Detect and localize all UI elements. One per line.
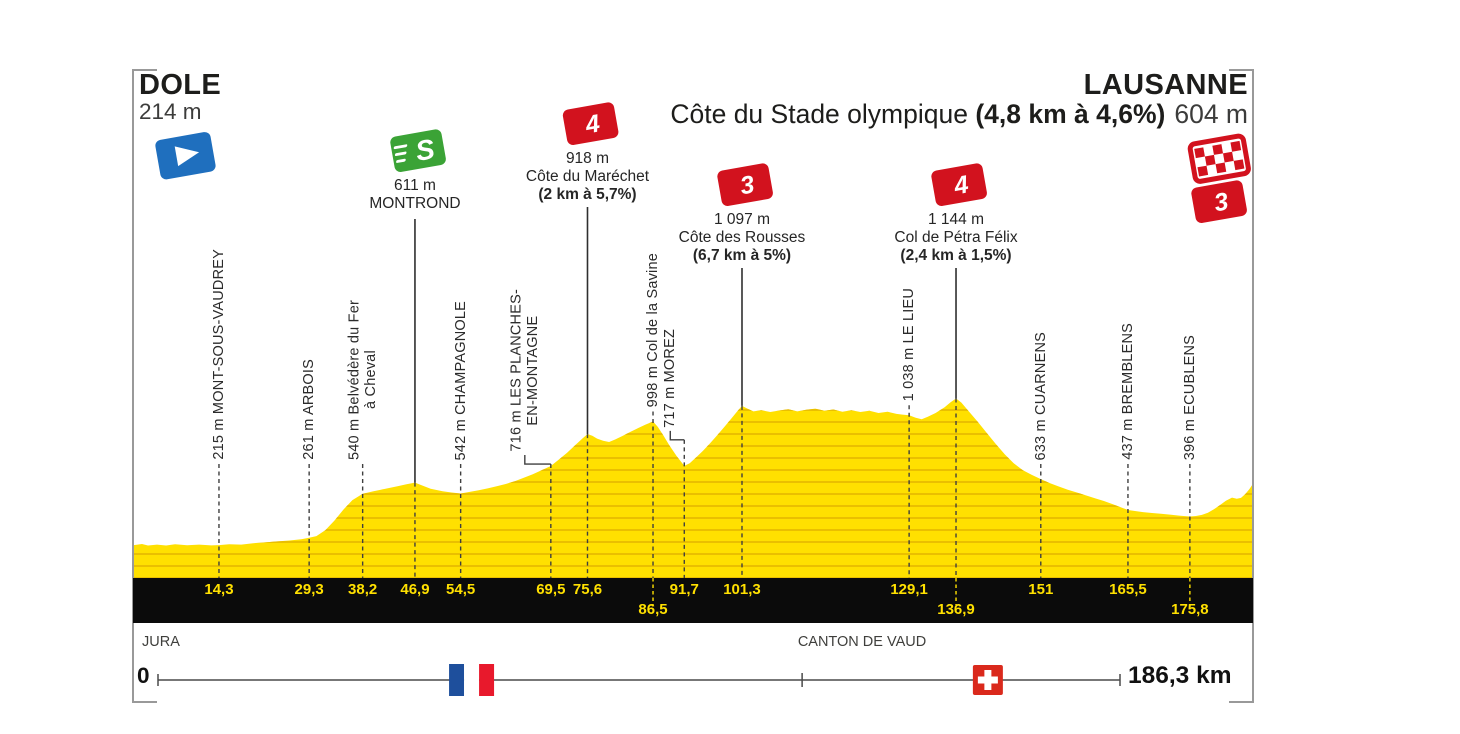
scale-start-label: 0 bbox=[137, 663, 150, 688]
climb-label-block: 1 144 m Col de Pétra Félix (2,4 km à 1,5%) bbox=[894, 211, 1017, 265]
start-city-name: DOLE bbox=[139, 69, 222, 101]
town-label-text: 716 m LES PLANCHES- bbox=[508, 289, 525, 453]
climb-elevation: 1 144 m bbox=[928, 211, 985, 228]
town-label: 540 m Belvédère du Fer à Cheval bbox=[346, 300, 379, 460]
town-label-text-2: à Cheval bbox=[362, 350, 379, 410]
town-label: 261 m ARBOIS bbox=[301, 359, 318, 460]
town-label-text: 633 m CUARNENS bbox=[1032, 331, 1049, 461]
town-label-text: 542 m CHAMPAGNOLE bbox=[452, 300, 469, 460]
km-marker-label: 75,6 bbox=[572, 581, 603, 598]
km-marker-label: 101,3 bbox=[723, 581, 761, 598]
climb-elevation: 1 097 m bbox=[713, 211, 770, 228]
climb-stats: (2 km à 5,7%) bbox=[538, 186, 637, 203]
svg-text:3: 3 bbox=[1212, 187, 1231, 217]
town-label: 998 m Col de la Savine bbox=[645, 253, 662, 407]
category-3-flag: 3 bbox=[717, 163, 773, 207]
title-climb-stats: (4,8 km à 4,6%) bbox=[975, 99, 1166, 129]
km-marker-label: 14,3 bbox=[204, 581, 234, 598]
elevation-profile bbox=[133, 398, 1253, 580]
title-climb: Côte du Stade olympique (4,8 km à 4,6%) 6… bbox=[670, 99, 1248, 130]
climb-stats: (2,4 km à 1,5%) bbox=[900, 247, 1012, 264]
climb-name: Côte des Rousses bbox=[678, 229, 806, 246]
km-marker-label: 136,9 bbox=[937, 601, 975, 618]
town-label: 1 038 m LE LIEU bbox=[901, 288, 918, 401]
town-label-text: 215 m MONT-SOUS-VAUDREY bbox=[210, 249, 227, 460]
climb-elevation: 918 m bbox=[565, 150, 610, 167]
climb-name: Col de Pétra Félix bbox=[894, 229, 1018, 246]
town-label-text: 261 m ARBOIS bbox=[300, 359, 317, 460]
km-marker-label: 175,8 bbox=[1171, 601, 1209, 618]
km-marker-label: 46,9 bbox=[400, 581, 430, 598]
km-bar bbox=[133, 578, 1253, 623]
climb-label-block: 918 m Côte du Maréchet (2 km à 5,7%) bbox=[526, 150, 649, 204]
switzerland-flag-icon bbox=[972, 665, 1003, 695]
km-marker-label: 165,5 bbox=[1109, 581, 1147, 598]
km-marker-label: 29,3 bbox=[294, 581, 324, 598]
town-label: 437 m BREMBLENS bbox=[1120, 323, 1137, 460]
town-label-text-2: EN-MONTAGNE bbox=[524, 315, 541, 426]
km-marker-label: 86,5 bbox=[638, 601, 668, 618]
climb-name: MONTROND bbox=[369, 195, 461, 212]
climb-elevation: 611 m bbox=[393, 177, 436, 194]
town-label-text: 540 m Belvédère du Fer bbox=[346, 300, 363, 460]
climb-stats: (6,7 km à 5%) bbox=[692, 247, 792, 264]
km-marker-label: 38,2 bbox=[348, 581, 378, 598]
climb-label-block: 1 097 m Côte des Rousses (6,7 km à 5%) bbox=[679, 211, 806, 265]
distance-scale bbox=[157, 664, 1121, 696]
category-4-flag: 4 bbox=[562, 102, 619, 146]
km-marker-label: 54,5 bbox=[446, 581, 476, 598]
town-label: 215 m MONT-SOUS-VAUDREY bbox=[211, 249, 228, 460]
town-label: 396 m ECUBLENS bbox=[1182, 335, 1199, 460]
town-label-text: 396 m ECUBLENS bbox=[1181, 334, 1198, 460]
town-label: 542 m CHAMPAGNOLE bbox=[452, 301, 469, 460]
label-elbow-line bbox=[524, 455, 551, 465]
start-elevation: 214 m bbox=[139, 99, 202, 124]
frame-right-bracket bbox=[1229, 69, 1254, 703]
svg-text:4: 4 bbox=[951, 170, 971, 200]
town-label: 716 m LES PLANCHES- EN-MONTAGNE bbox=[508, 289, 541, 452]
finish-city-name: LAUSANNE bbox=[1083, 69, 1248, 101]
km-marker-label: 69,5 bbox=[536, 581, 566, 598]
svg-text:3: 3 bbox=[738, 170, 757, 200]
town-label-text: 437 m BREMBLENS bbox=[1119, 323, 1136, 460]
town-label-text: 1 038 m LE LIEU bbox=[900, 287, 917, 402]
category-4-flag: 4 bbox=[931, 163, 987, 207]
km-marker-label: 129,1 bbox=[890, 581, 928, 598]
sprint-flag: S bbox=[390, 129, 446, 173]
title-climb-name: Côte du Stade olympique bbox=[670, 99, 976, 129]
svg-text:4: 4 bbox=[582, 109, 602, 139]
climb-name: Côte du Maréchet bbox=[525, 168, 650, 185]
frame-left-bracket bbox=[132, 69, 157, 703]
label-elbow-line bbox=[669, 430, 685, 441]
km-marker-label: 91,7 bbox=[669, 581, 699, 598]
depart-flag bbox=[155, 132, 216, 180]
finish-checkered-flag bbox=[1187, 133, 1251, 184]
town-label-text: 998 m Col de la Savine bbox=[644, 253, 661, 408]
town-label: 717 m MOREZ bbox=[662, 329, 679, 428]
scale-end-label: 186,3 km bbox=[1128, 662, 1232, 689]
region-canton-de-vaud: CANTON DE VAUD bbox=[797, 634, 927, 650]
region-jura: JURA bbox=[142, 634, 180, 650]
finish-elevation: 604 m bbox=[1174, 99, 1248, 129]
category-3-flag: 3 bbox=[1191, 180, 1247, 224]
town-label-text: 717 m MOREZ bbox=[662, 328, 679, 428]
sprint-label-block: 611 m MONTROND bbox=[369, 177, 460, 213]
town-label: 633 m CUARNENS bbox=[1033, 332, 1050, 461]
km-marker-label: 151 bbox=[1028, 581, 1054, 598]
france-flag-icon bbox=[449, 664, 495, 696]
